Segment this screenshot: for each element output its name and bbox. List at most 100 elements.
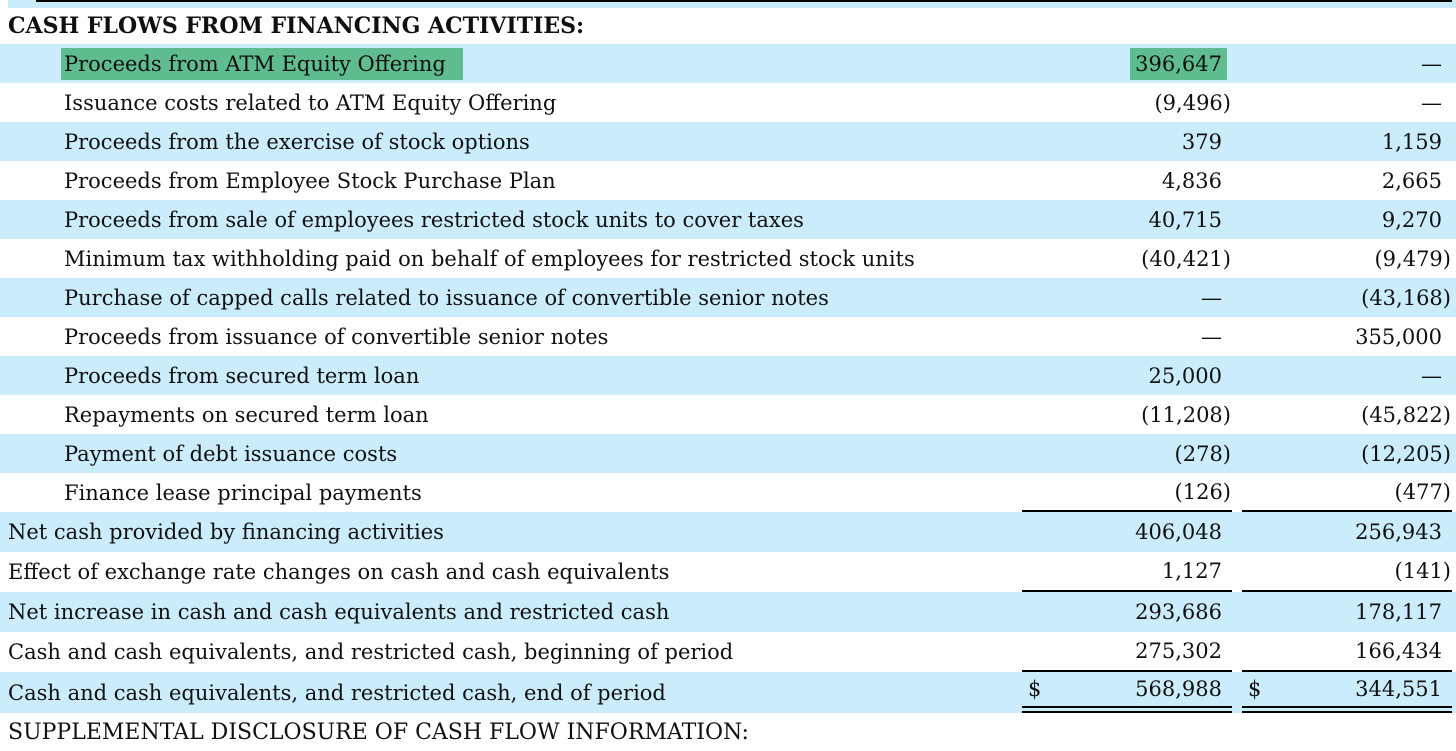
value-column-1: 1,127 — [1022, 552, 1232, 592]
right-margin — [1452, 592, 1456, 632]
table-row: Issuance costs related to ATM Equity Off… — [0, 83, 1456, 122]
row-label-text: Net increase in cash and cash equivalent… — [8, 600, 670, 624]
value-column-1: (9,496) — [1022, 83, 1232, 122]
value-column-2: — — [1242, 83, 1452, 122]
right-margin — [1452, 552, 1456, 592]
value-column-2: 1,159 — [1242, 122, 1452, 161]
value-column-1: — — [1022, 278, 1232, 317]
row-label: Net cash provided by financing activitie… — [0, 512, 1022, 552]
right-margin — [1452, 395, 1456, 434]
value-column-1-text: 4,836 — [1161, 168, 1222, 193]
value-column-1: 25,000 — [1022, 356, 1232, 395]
row-label-text: Payment of debt issuance costs — [64, 441, 398, 466]
value-column-1-text: 25,000 — [1148, 363, 1222, 388]
table-row: Payment of debt issuance costs (278) (12… — [0, 434, 1456, 473]
value-column-2-text: (9,479) — [1374, 246, 1451, 271]
table-row: Cash and cash equivalents, and restricte… — [0, 632, 1456, 672]
right-margin — [1452, 83, 1456, 122]
right-margin — [1452, 512, 1456, 552]
value-column-1-text: 1,127 — [1161, 559, 1222, 583]
row-label-text: Proceeds from Employee Stock Purchase Pl… — [64, 168, 556, 193]
table-row: Cash and cash equivalents, and restricte… — [0, 672, 1456, 713]
row-label: Finance lease principal payments — [0, 473, 1022, 512]
row-label-text: Purchase of capped calls related to issu… — [64, 285, 829, 310]
table-row: Net cash provided by financing activitie… — [0, 512, 1456, 552]
value-column-2-text: 1,159 — [1381, 129, 1442, 154]
table-row: Proceeds from the exercise of stock opti… — [0, 122, 1456, 161]
row-label: Payment of debt issuance costs — [0, 434, 1022, 473]
row-label-text: Proceeds from secured term loan — [64, 363, 420, 388]
value-column-2: (141) — [1242, 552, 1452, 592]
row-label: Net increase in cash and cash equivalent… — [0, 592, 1022, 632]
column-gap — [1232, 632, 1242, 672]
row-label: Purchase of capped calls related to issu… — [0, 278, 1022, 317]
row-label: Proceeds from secured term loan — [0, 356, 1022, 395]
column-gap — [1232, 434, 1242, 473]
column-gap — [1232, 317, 1242, 356]
column-gap — [1232, 122, 1242, 161]
right-margin — [1452, 200, 1456, 239]
value-column-2-text: 166,434 — [1355, 639, 1442, 663]
value-column-1-text: (11,208) — [1141, 402, 1231, 427]
value-column-1-text: 275,302 — [1135, 639, 1222, 663]
column-gap — [1232, 473, 1242, 512]
value-column-1-text: (9,496) — [1154, 90, 1231, 115]
column-gap — [1232, 44, 1242, 83]
value-column-2: 355,000 — [1242, 317, 1452, 356]
row-label: Proceeds from ATM Equity Offering — [0, 44, 1022, 83]
table-row: Minimum tax withholding paid on behalf o… — [0, 239, 1456, 278]
row-label-text: Proceeds from issuance of convertible se… — [64, 324, 609, 349]
row-label-text: Cash and cash equivalents, and restricte… — [8, 680, 666, 705]
value-column-2-text: (45,822) — [1361, 402, 1451, 427]
financing-table: Proceeds from ATM Equity Offering 396,64… — [0, 44, 1456, 713]
value-column-2-text: 344,551 — [1355, 677, 1442, 701]
table-row: Net increase in cash and cash equivalent… — [0, 592, 1456, 632]
value-column-2: 9,270 — [1242, 200, 1452, 239]
value-column-1-text: 406,048 — [1135, 520, 1222, 544]
row-label-text: Cash and cash equivalents, and restricte… — [8, 640, 734, 664]
section-header-supplemental-disclosure: SUPPLEMENTAL DISCLOSURE OF CASH FLOW INF… — [8, 719, 749, 745]
value-column-2-text: 9,270 — [1381, 207, 1442, 232]
right-margin — [1452, 239, 1456, 278]
row-label-text: Effect of exchange rate changes on cash … — [8, 560, 670, 584]
value-column-1-text: 40,715 — [1148, 207, 1222, 232]
value-column-2: — — [1242, 356, 1452, 395]
row-label: Proceeds from issuance of convertible se… — [0, 317, 1022, 356]
dollar-sign: $ — [1028, 677, 1042, 701]
value-column-2: (45,822) — [1242, 395, 1452, 434]
value-column-2-text: (12,205) — [1361, 441, 1451, 466]
column-gap — [1232, 356, 1242, 395]
column-gap — [1232, 200, 1242, 239]
value-column-2: 256,943 — [1242, 512, 1452, 552]
column-gap — [1232, 552, 1242, 592]
table-row: Proceeds from ATM Equity Offering 396,64… — [0, 44, 1456, 83]
right-margin — [1452, 44, 1456, 83]
value-column-2-text: 2,665 — [1381, 168, 1442, 193]
row-label: Issuance costs related to ATM Equity Off… — [0, 83, 1022, 122]
value-column-1: 275,302 — [1022, 632, 1232, 672]
value-column-2: 2,665 — [1242, 161, 1452, 200]
section-header-financing-activities: CASH FLOWS FROM FINANCING ACTIVITIES: — [8, 13, 585, 39]
value-column-2: 178,117 — [1242, 592, 1452, 632]
row-label: Cash and cash equivalents, and restricte… — [0, 632, 1022, 672]
right-margin — [1452, 672, 1456, 713]
value-column-2-text: 355,000 — [1355, 324, 1442, 349]
top-black-line — [36, 0, 1452, 2]
value-column-1: (126) — [1022, 473, 1232, 512]
value-column-2: 166,434 — [1242, 632, 1452, 672]
value-column-1: (278) — [1022, 434, 1232, 473]
value-column-1-text: 293,686 — [1135, 600, 1222, 624]
row-label: Proceeds from sale of employees restrict… — [0, 200, 1022, 239]
value-column-1: 40,715 — [1022, 200, 1232, 239]
right-margin — [1452, 122, 1456, 161]
value-column-1: $568,988 — [1022, 672, 1232, 713]
row-label-text: Proceeds from the exercise of stock opti… — [64, 129, 530, 154]
row-label: Minimum tax withholding paid on behalf o… — [0, 239, 1022, 278]
value-column-1-text: 379 — [1181, 129, 1222, 154]
row-label-text: Proceeds from ATM Equity Offering — [61, 47, 463, 80]
value-column-2-text: (477) — [1394, 479, 1451, 504]
column-gap — [1232, 239, 1242, 278]
row-label-text: Finance lease principal payments — [64, 480, 422, 505]
right-margin — [1452, 161, 1456, 200]
value-column-1-text: — — [1201, 324, 1222, 349]
